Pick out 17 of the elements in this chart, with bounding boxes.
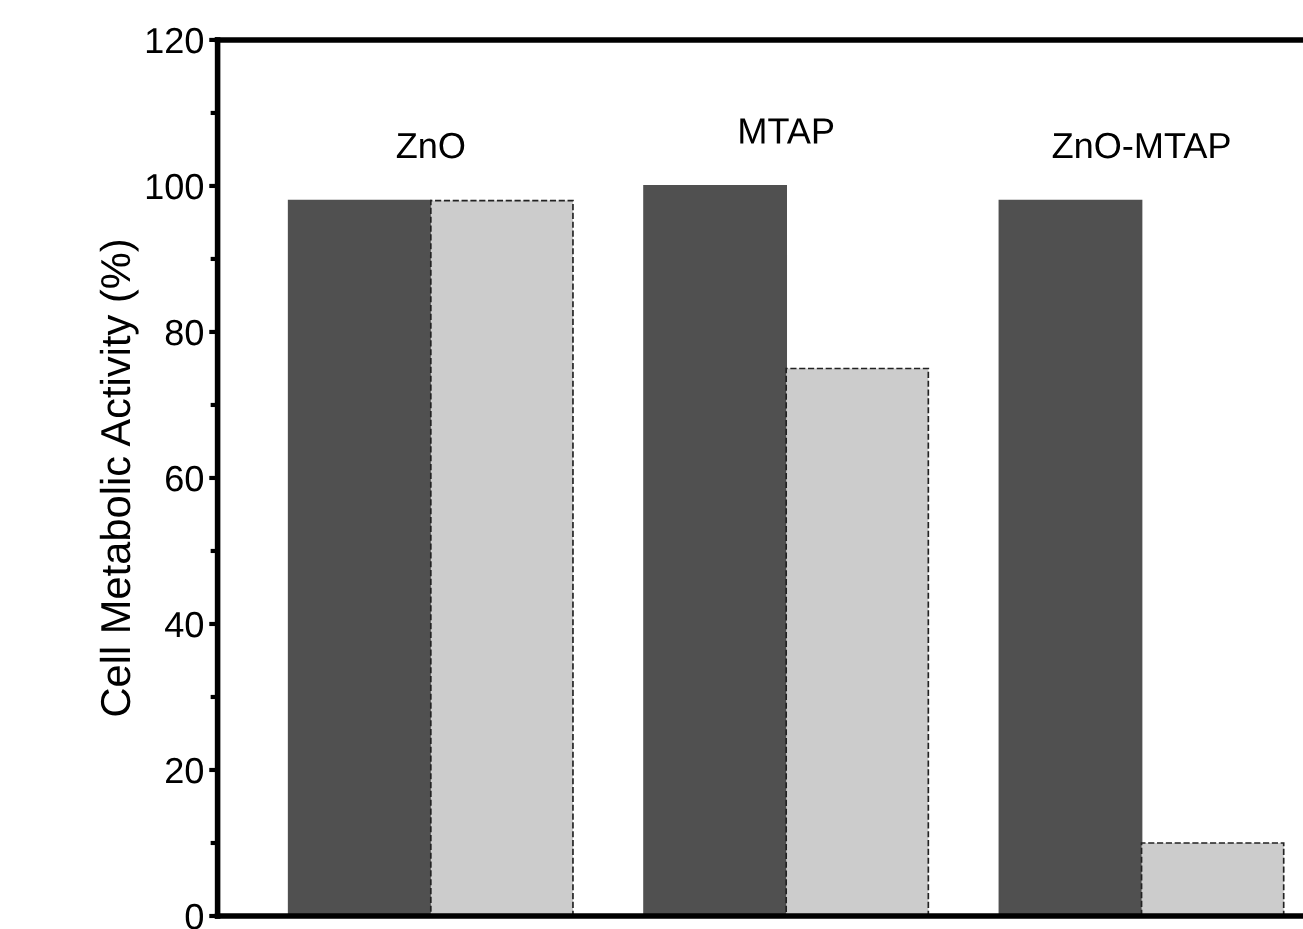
- bar: [1140, 842, 1285, 916]
- y-tick-label: 0: [185, 903, 203, 929]
- x-tick-label: ZnO-MTAP: [1052, 132, 1230, 159]
- y-tick-label: 120: [146, 27, 203, 54]
- bar: [429, 199, 574, 916]
- y-tick-label: 80: [165, 319, 203, 346]
- bar: [998, 199, 1143, 916]
- y-tick-label: 100: [146, 173, 203, 200]
- y-tick-label: 60: [166, 465, 203, 492]
- bar: [643, 185, 788, 916]
- x-tick-label: ZnO: [396, 132, 465, 159]
- bar: [287, 199, 432, 916]
- bar: [785, 367, 930, 916]
- x-tick-label: MTAP: [740, 118, 834, 144]
- y-tick-label: 20: [166, 757, 203, 784]
- y-axis-title: Cell Metabolic Activity (%): [99, 240, 139, 716]
- y-tick-label: 40: [165, 611, 203, 638]
